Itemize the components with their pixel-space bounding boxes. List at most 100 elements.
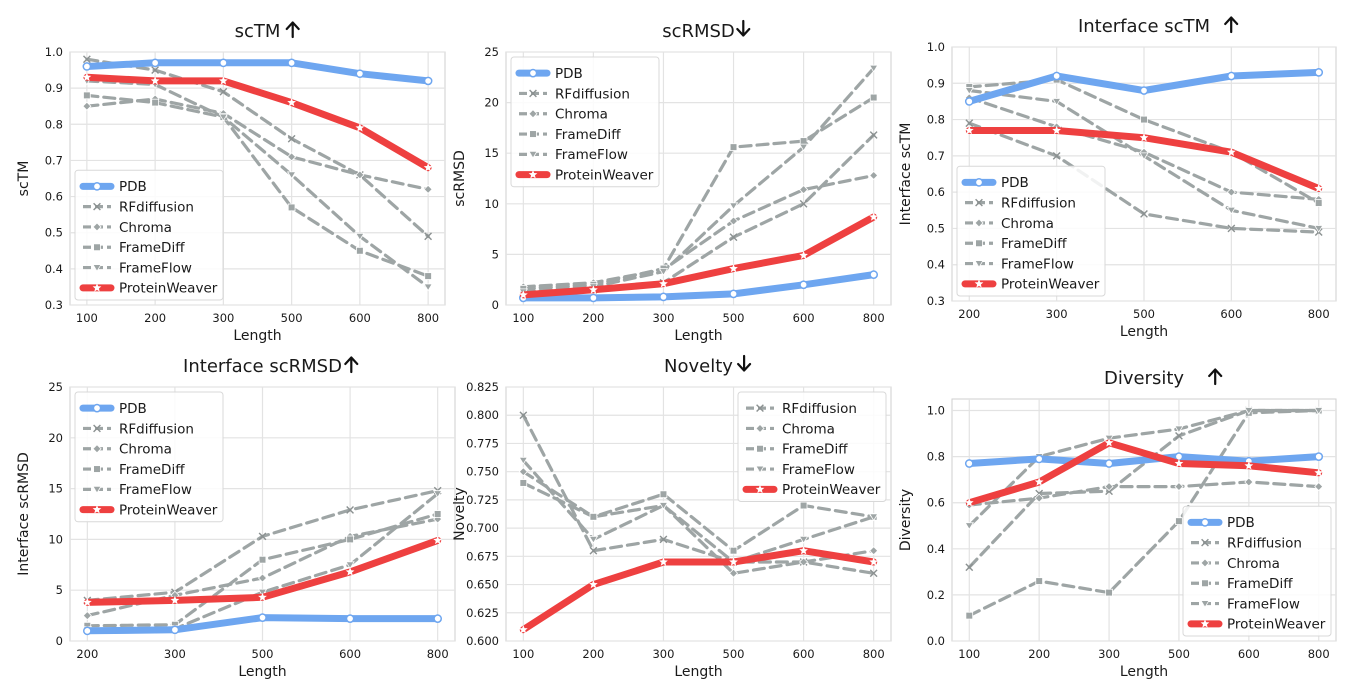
legend-item-chroma: Chroma [83,220,172,236]
legend-label: FrameDiff [119,240,185,256]
x-tick-label: 500 [281,311,303,325]
x-tick-label: 100 [958,647,980,661]
x-tick-label: 600 [1220,307,1242,321]
data-point [1174,458,1184,468]
data-point [1175,517,1183,525]
y-tick-label: 0.750 [466,465,499,479]
legend: PDB RFdiffusion Chroma FrameDiff FrameFlow Pr… [510,56,660,188]
x-tick-label: 200 [582,647,604,661]
x-axis-label: Length [674,664,722,680]
data-point [1104,438,1114,447]
legend-item-proteinweaver: ProteinWeaver [1187,617,1326,633]
legend-item-rfdiffusion: RFdiffusion [83,199,194,215]
y-tick-label: 5 [492,247,499,261]
data-point [1174,482,1184,492]
data-point [258,592,267,602]
legend-box [74,169,224,301]
legend-marker [529,89,537,98]
legend-marker [528,109,538,119]
legend-item-framediff: FrameDiff [965,236,1067,252]
legend-marker [755,484,765,494]
data-point [423,184,433,194]
data-point [287,152,297,162]
y-tick-label: 15 [48,482,63,496]
data-point [287,134,296,143]
legend-marker [528,150,538,159]
y-tick-label: 1.0 [927,40,945,54]
legend-marker [975,198,983,207]
y-tick-label: 25 [484,45,499,59]
legend-marker [974,260,984,268]
data-point [869,569,878,578]
data-point [423,283,433,292]
legend-item-framediff: FrameDiff [83,462,185,478]
legend-item-frameflow: FrameFlow [519,147,628,163]
data-point [589,293,598,303]
data-point [589,546,598,555]
data-point [729,263,738,273]
legend-label: RFdiffusion [555,86,630,102]
series-line [519,271,878,302]
legend-marker [93,243,101,252]
data-point [588,536,599,544]
x-tick-label: 200 [582,311,604,325]
series-line [521,173,876,289]
legend-label: FrameDiff [555,127,621,143]
legend-item-frameflow: FrameFlow [746,462,855,478]
y-tick-label: 0.775 [466,436,499,450]
data-point [659,490,668,499]
legend-item-rfdiffusion: RFdiffusion [746,401,857,417]
series-line [521,458,876,564]
legend-marker [1200,518,1210,527]
data-point [728,568,739,578]
data-point [356,246,364,255]
x-tick-label: 600 [1238,647,1260,661]
data-point [659,557,668,566]
legend-marker [755,423,765,434]
data-point [1314,407,1324,415]
y-tick-label: 0.4 [927,258,945,272]
data-point [433,614,443,623]
y-tick-label: 0.8 [927,450,945,464]
legend-item-frameflow: FrameFlow [1191,596,1300,612]
chart-novelty: 0.600 0.625 0.650 0.675 0.700 0.725 0.750 0.775… [452,354,892,680]
x-tick-label: 300 [1098,647,1120,661]
y-tick-label: 0.5 [45,226,63,240]
legend-marker [92,182,102,191]
legend-item-chroma: Chroma [1191,556,1280,572]
series-chroma [964,477,1324,510]
y-tick-label: 20 [484,96,499,110]
legend-label: RFdiffusion [119,199,194,215]
legend-label: FrameDiff [782,442,848,458]
legend-label: PDB [119,401,147,417]
series-frameflow [964,87,1324,233]
legend-label: FrameDiff [1001,236,1067,252]
legend-item-framediff: FrameDiff [519,127,621,143]
data-point [518,456,529,465]
data-point [1105,487,1113,496]
data-point [964,498,974,507]
data-point [658,502,669,510]
y-tick-label: 15 [484,146,499,160]
y-tick-label: 0.9 [927,76,945,90]
legend-item-rfdiffusion: RFdiffusion [965,195,1076,211]
legend-label: FrameDiff [1227,576,1293,592]
y-tick-label: 0.4 [927,542,945,556]
data-point [424,272,432,280]
data-point [799,280,808,290]
series-chroma [964,93,1324,204]
legend-marker [1200,558,1210,568]
series-proteinweaver [82,535,443,607]
y-tick-label: 0 [492,298,499,312]
legend-item-proteinweaver: ProteinWeaver [742,482,881,498]
chart-title: Interface scRMSD [183,356,342,377]
legend-label: FrameFlow [782,462,855,478]
x-axis-label: Length [674,328,722,344]
x-tick-label: 800 [1308,307,1330,321]
series-line [967,408,1321,528]
data-point [219,87,228,96]
y-tick-label: 20 [48,431,63,445]
legend: PDB RFdiffusion Chroma FrameDiff FrameFlow Pr… [1182,505,1332,637]
data-point [964,522,974,531]
y-tick-label: 0.4 [45,262,63,276]
